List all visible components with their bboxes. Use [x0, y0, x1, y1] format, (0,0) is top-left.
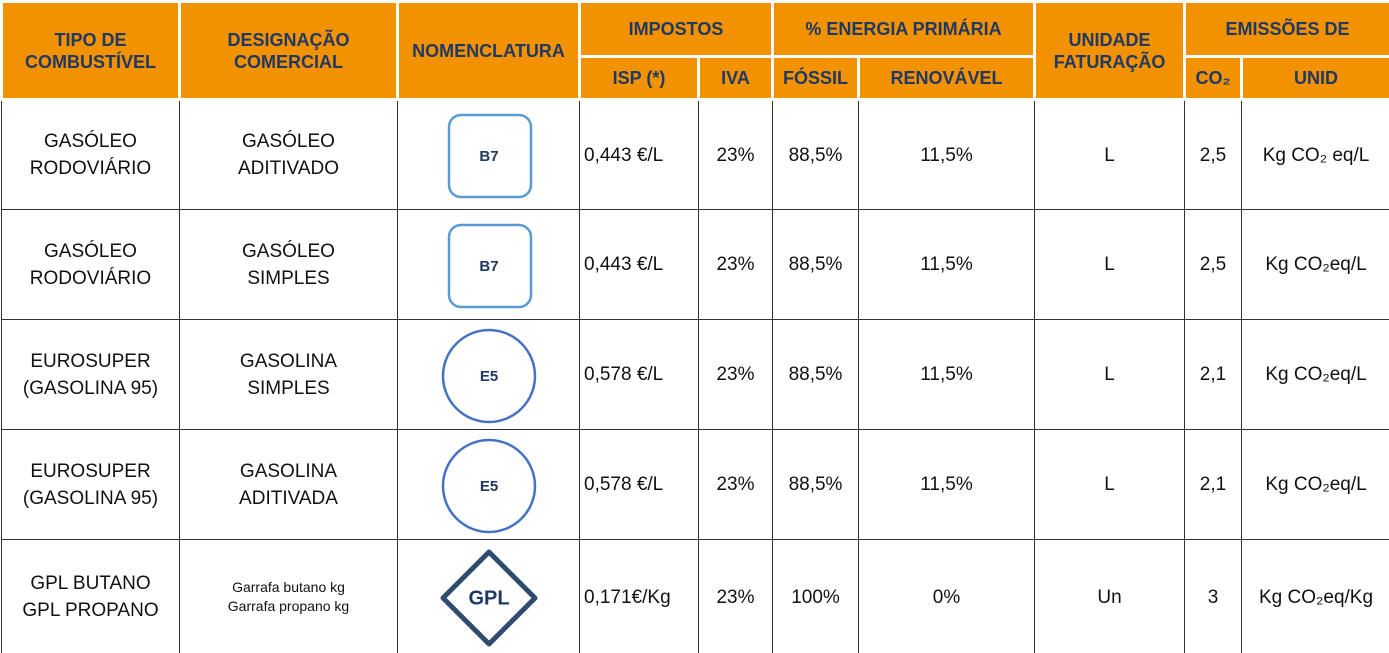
table-cell: 0,443 €/L	[579, 209, 699, 320]
header-cell: UNID	[1240, 55, 1389, 101]
icon-label: B7	[479, 148, 498, 165]
icon-label: B7	[479, 257, 498, 274]
table-cell: EUROSUPER (GASOLINA 95)	[1, 319, 180, 430]
icon-frame	[441, 328, 536, 423]
icon-cell: E5	[397, 319, 580, 430]
header-cell: TIPO DE COMBUSTÍVEL	[0, 0, 181, 101]
table-cell: GASOLINA ADITIVADA	[179, 429, 398, 540]
table-cell: L	[1034, 429, 1186, 540]
table-cell: 88,5%	[772, 429, 859, 540]
table-cell: 23%	[698, 209, 773, 320]
fuel-icon: B7	[447, 113, 532, 199]
table-cell: 0,443 €/L	[579, 99, 699, 210]
icon-frame	[447, 113, 532, 199]
table-cell: 23%	[698, 539, 773, 653]
table-cell: GASÓLEO ADITIVADO	[179, 99, 398, 210]
header-cell: IVA	[697, 55, 774, 101]
fuel-icon: E5	[441, 438, 536, 533]
table-cell: 2,5	[1184, 209, 1243, 320]
fuel-icon: E5	[441, 328, 536, 423]
table-cell: Kg CO₂eq/L	[1241, 429, 1389, 540]
table-cell: 0,578 €/L	[579, 319, 699, 430]
table-cell: 88,5%	[772, 209, 859, 320]
table-cell: 0,171€/Kg	[579, 539, 699, 653]
table-cell: Kg CO₂ eq/L	[1241, 99, 1389, 210]
table-row: EUROSUPER (GASOLINA 95) GASOLINA SIMPLES E…	[1, 319, 1389, 430]
icon-label: GPL	[468, 587, 509, 609]
table-cell: EUROSUPER (GASOLINA 95)	[1, 429, 180, 540]
table-cell: 2,1	[1184, 319, 1243, 430]
header-cell: RENOVÁVEL	[856, 55, 1037, 101]
table-cell: GASÓLEO RODOVIÁRIO	[1, 209, 180, 320]
table-cell: 2,1	[1184, 429, 1243, 540]
icon-label: E5	[479, 477, 497, 494]
table-cell: L	[1034, 319, 1186, 430]
icon-cell: GPL	[397, 539, 580, 653]
header-cell: EMISSÕES DE	[1183, 0, 1389, 58]
icon-frame	[440, 549, 537, 647]
icon-frame	[447, 223, 532, 308]
icon-label: E5	[479, 367, 497, 384]
icon-frame	[441, 438, 536, 533]
table-cell: 100%	[772, 539, 859, 653]
header-cell: CO₂	[1183, 55, 1244, 101]
table-cell: GASOLINA SIMPLES	[179, 319, 398, 430]
table-cell: Garrafa butano kg Garrafa propano kg	[179, 539, 398, 653]
table-cell: 88,5%	[772, 99, 859, 210]
icon-cell: E5	[397, 429, 580, 540]
table-cell: 88,5%	[772, 319, 859, 430]
table-cell: Kg CO₂eq/Kg	[1241, 539, 1389, 653]
fuel-icon: B7	[447, 223, 532, 308]
table-cell: 11,5%	[857, 209, 1036, 320]
table-cell: Kg CO₂eq/L	[1241, 209, 1389, 320]
table-cell: 3	[1184, 539, 1243, 653]
table-cell: 23%	[698, 99, 773, 210]
table-cell: 0,578 €/L	[579, 429, 699, 540]
table-cell: L	[1034, 209, 1186, 320]
table-row: GASÓLEO RODOVIÁRIO GASÓLEO SIMPLES B7 0,443…	[1, 209, 1389, 320]
header-cell: % ENERGIA PRIMÁRIA	[770, 0, 1037, 58]
table-cell: GASÓLEO RODOVIÁRIO	[1, 99, 180, 210]
fuel-icon: GPL	[440, 549, 537, 647]
table-cell: Un	[1034, 539, 1186, 653]
header-cell: UNIDADE FATURAÇÃO	[1033, 0, 1187, 101]
table-cell: L	[1034, 99, 1186, 210]
icon-cell: B7	[397, 209, 580, 320]
table-cell: 11,5%	[857, 99, 1036, 210]
header-cell: IMPOSTOS	[578, 0, 774, 58]
header-cell: DESIGNAÇÃO COMERCIAL	[178, 0, 399, 101]
table-cell: GASÓLEO SIMPLES	[179, 209, 398, 320]
table-cell: 23%	[698, 429, 773, 540]
table-row: GASÓLEO RODOVIÁRIO GASÓLEO ADITIVADO B7 0,4…	[1, 99, 1389, 210]
header-cell: ISP (*)	[578, 55, 700, 101]
table-cell: Kg CO₂eq/L	[1241, 319, 1389, 430]
table-cell: 11,5%	[857, 319, 1036, 430]
table-row: GPL BUTANO GPL PROPANO Garrafa butano kg …	[1, 539, 1389, 653]
icon-cell: B7	[397, 99, 580, 210]
header-cell: FÓSSIL	[771, 55, 860, 101]
table-cell: 2,5	[1184, 99, 1243, 210]
header-cell: NOMENCLATURA	[396, 0, 581, 101]
table-cell: 11,5%	[857, 429, 1036, 540]
table-row: EUROSUPER (GASOLINA 95) GASOLINA ADITIVAD…	[1, 429, 1389, 540]
table-cell: 23%	[698, 319, 773, 430]
table-body: GASÓLEO RODOVIÁRIO GASÓLEO ADITIVADO B7 0,4…	[1, 99, 1389, 653]
table-cell: 0%	[857, 539, 1036, 653]
table-cell: GPL BUTANO GPL PROPANO	[1, 539, 180, 653]
